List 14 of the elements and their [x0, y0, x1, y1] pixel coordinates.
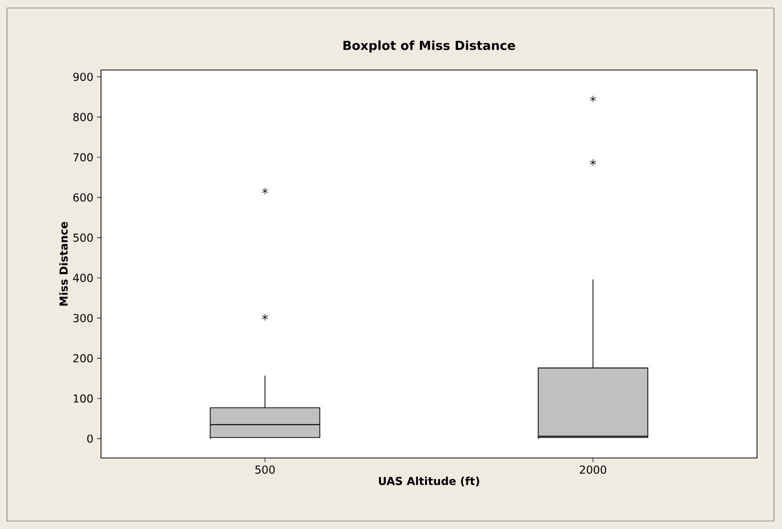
- y-tick-label: 600: [73, 193, 93, 202]
- y-tick-label: 200: [73, 354, 93, 362]
- y-tick-label: 400: [73, 274, 93, 282]
- chart-title: Boxplot of Miss Distance: [343, 40, 516, 52]
- y-tick-label: 700: [73, 153, 93, 162]
- y-tick-label: 300: [73, 314, 93, 322]
- y-tick-label: 0: [87, 434, 93, 443]
- y-axis-title: Miss Distance: [59, 222, 68, 306]
- y-tick-label: 800: [73, 112, 93, 122]
- x-tick-label: 2000: [580, 466, 606, 474]
- y-tick-label: 900: [73, 72, 93, 81]
- y-tick-label: 100: [74, 394, 93, 403]
- x-axis-title: UAS Altitude (ft): [378, 476, 480, 486]
- y-tick-label: 500: [73, 234, 93, 242]
